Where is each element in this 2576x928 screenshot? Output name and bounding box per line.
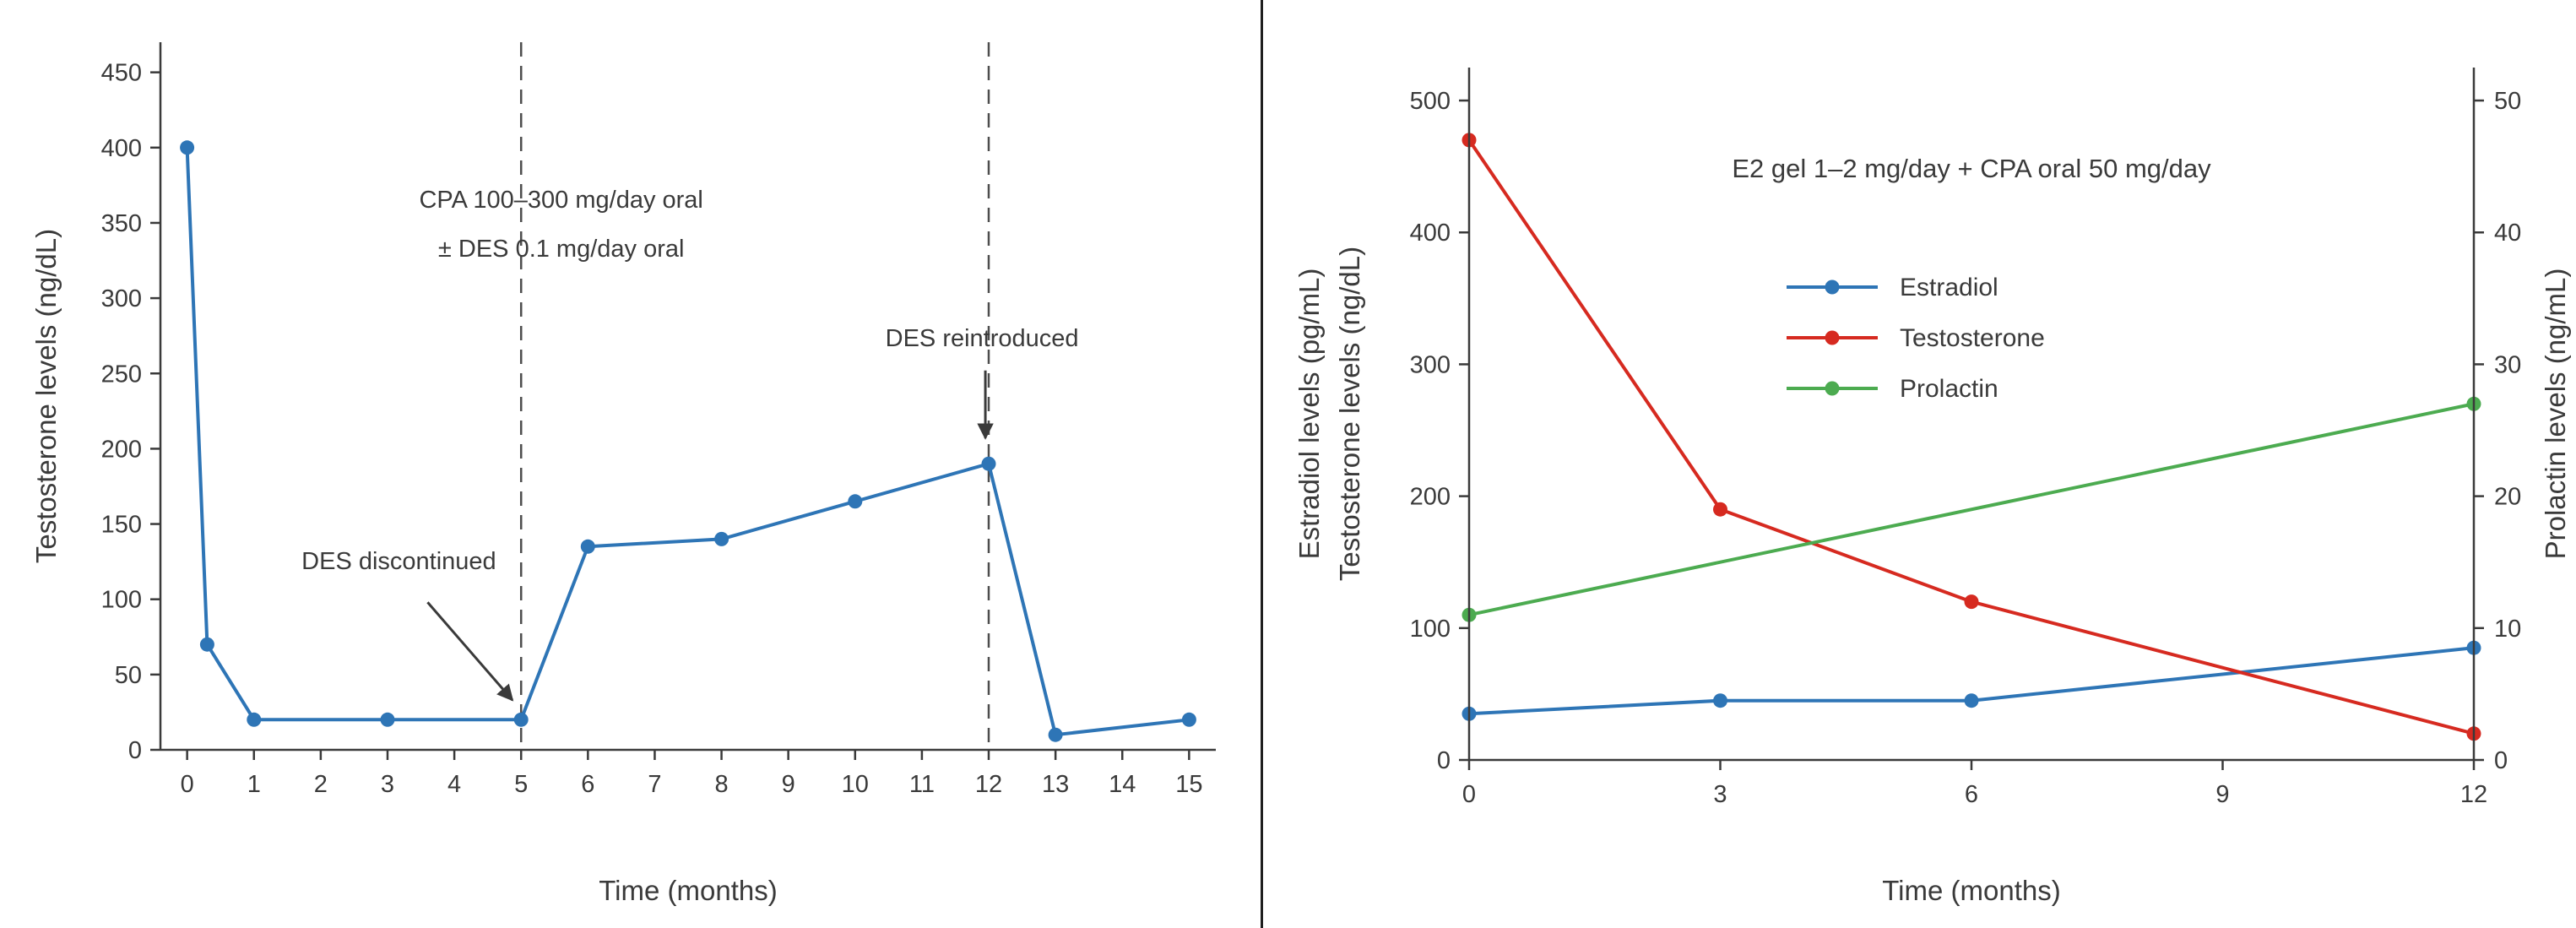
y-tick-label: 500 xyxy=(1410,88,1451,115)
series-line-testosterone xyxy=(1467,138,2476,735)
x-tick-label: 3 xyxy=(381,771,394,798)
x-tick-label: 15 xyxy=(1175,771,1202,798)
legend-label-prolactin: Prolactin xyxy=(1900,375,1998,403)
x-tick-label: 0 xyxy=(1462,781,1476,808)
series-line-testosterone xyxy=(185,145,1191,737)
data-point-testosterone xyxy=(714,531,729,546)
data-point-testosterone xyxy=(380,712,395,727)
y-tick-label: 150 xyxy=(101,512,142,539)
x-tick-label: 5 xyxy=(514,771,528,798)
x-tick-label: 10 xyxy=(842,771,869,798)
data-point-testosterone xyxy=(180,140,195,155)
y2-axis-label: Prolactin levels (ng/mL) xyxy=(2540,269,2571,560)
e2-cpa-combination-chart: 0 3 6 9 12 0 100 200 300 400 500 0 10 20 30 40 50 Time (m… xyxy=(1275,0,2576,928)
data-point-testosterone xyxy=(199,637,214,652)
data-point-testosterone xyxy=(1181,712,1196,727)
e2-cpa-combination-plot: 0 3 6 9 12 0 100 200 300 400 500 0 10 20 30 40 50 Time (m… xyxy=(1293,68,2571,906)
data-point-estradiol xyxy=(1713,693,1727,708)
chart-title: E2 gel 1–2 mg/day + CPA oral 50 mg/day xyxy=(1732,154,2211,183)
y2-tick-label: 30 xyxy=(2494,351,2521,378)
y-tick-label: 0 xyxy=(128,737,142,764)
x-tick-label: 0 xyxy=(181,771,194,798)
y-tick-label: 350 xyxy=(101,210,142,237)
y-tick-label: 200 xyxy=(101,436,142,463)
y2-tick-label: 40 xyxy=(2494,220,2521,247)
x-axis-label: Time (months) xyxy=(1882,875,2060,906)
annotation-text: DES reintroduced xyxy=(886,325,1079,352)
series-line-prolactin xyxy=(1467,402,2476,617)
x-tick-label: 14 xyxy=(1109,771,1136,798)
data-point-estradiol xyxy=(1964,693,1979,708)
y-tick-label: 100 xyxy=(1410,616,1451,643)
y-tick-label: 450 xyxy=(101,60,142,87)
y-tick-label: 400 xyxy=(1410,220,1451,247)
y-tick-label: 300 xyxy=(1410,351,1451,378)
series-line-estradiol xyxy=(1467,646,2476,716)
y-tick-label: 200 xyxy=(1410,484,1451,511)
y2-tick-label: 50 xyxy=(2494,88,2521,115)
data-point-testosterone xyxy=(513,712,529,727)
y-tick-label: 300 xyxy=(101,285,142,312)
legend-label-testosterone: Testosterone xyxy=(1900,324,2045,352)
annotation-text: ± DES 0.1 mg/day oral xyxy=(438,236,685,263)
y-tick-label: 250 xyxy=(101,361,142,388)
y-tick-label: 0 xyxy=(1437,747,1451,774)
annotation-text: DES discontinued xyxy=(301,548,496,575)
legend-marker-prolactin xyxy=(1825,381,1840,396)
x-tick-label: 11 xyxy=(909,771,935,798)
y-axis-label: Estradiol levels (pg/mL) xyxy=(1293,269,1325,560)
legend-marker-testosterone xyxy=(1825,330,1840,345)
legend-label-estradiol: Estradiol xyxy=(1900,274,1998,301)
y-tick-label: 50 xyxy=(115,662,142,689)
data-point-testosterone xyxy=(1713,502,1727,517)
legend-marker-estradiol xyxy=(1825,279,1840,295)
data-point-testosterone xyxy=(580,539,595,554)
x-tick-label: 6 xyxy=(581,771,594,798)
x-tick-label: 12 xyxy=(2460,781,2487,808)
x-tick-label: 3 xyxy=(1713,781,1727,808)
x-tick-label: 6 xyxy=(1965,781,1978,808)
y-axis-label: Testosterone levels (ng/dL) xyxy=(30,229,62,563)
y2-tick-label: 20 xyxy=(2494,484,2521,511)
x-axis-label: Time (months) xyxy=(599,875,777,906)
annotation-arrow xyxy=(426,601,514,702)
data-point-testosterone xyxy=(848,494,863,509)
cpa-des-testosterone-plot: 0 1 2 3 4 5 6 7 8 9 10 11 12 13 14 15050100150200250300… xyxy=(30,42,1216,906)
x-tick-label: 4 xyxy=(447,771,461,798)
x-tick-label: 7 xyxy=(648,771,661,798)
x-tick-label: 9 xyxy=(782,771,795,798)
x-tick-label: 9 xyxy=(2215,781,2229,808)
x-tick-label: 8 xyxy=(714,771,728,798)
data-point-testosterone xyxy=(981,456,996,471)
data-point-testosterone xyxy=(247,712,262,727)
data-point-testosterone xyxy=(1048,727,1063,742)
x-tick-label: 13 xyxy=(1042,771,1069,798)
y-tick-label: 400 xyxy=(101,135,142,162)
annotation-text: CPA 100–300 mg/day oral xyxy=(419,187,702,214)
y2-tick-label: 10 xyxy=(2494,616,2521,643)
y-tick-label: 100 xyxy=(101,587,142,614)
cpa-des-testosterone-chart: 0 1 2 3 4 5 6 7 8 9 10 11 12 13 14 15 0 50 100 150 200 250 300… xyxy=(0,0,1258,928)
x-tick-label: 12 xyxy=(975,771,1002,798)
y2-tick-label: 0 xyxy=(2494,747,2508,774)
y-axis-label: Testosterone levels (ng/dL) xyxy=(1334,247,1365,581)
x-tick-label: 2 xyxy=(314,771,328,798)
x-tick-label: 1 xyxy=(247,771,261,798)
panel-divider xyxy=(1261,0,1263,928)
data-point-testosterone xyxy=(1964,594,1979,610)
